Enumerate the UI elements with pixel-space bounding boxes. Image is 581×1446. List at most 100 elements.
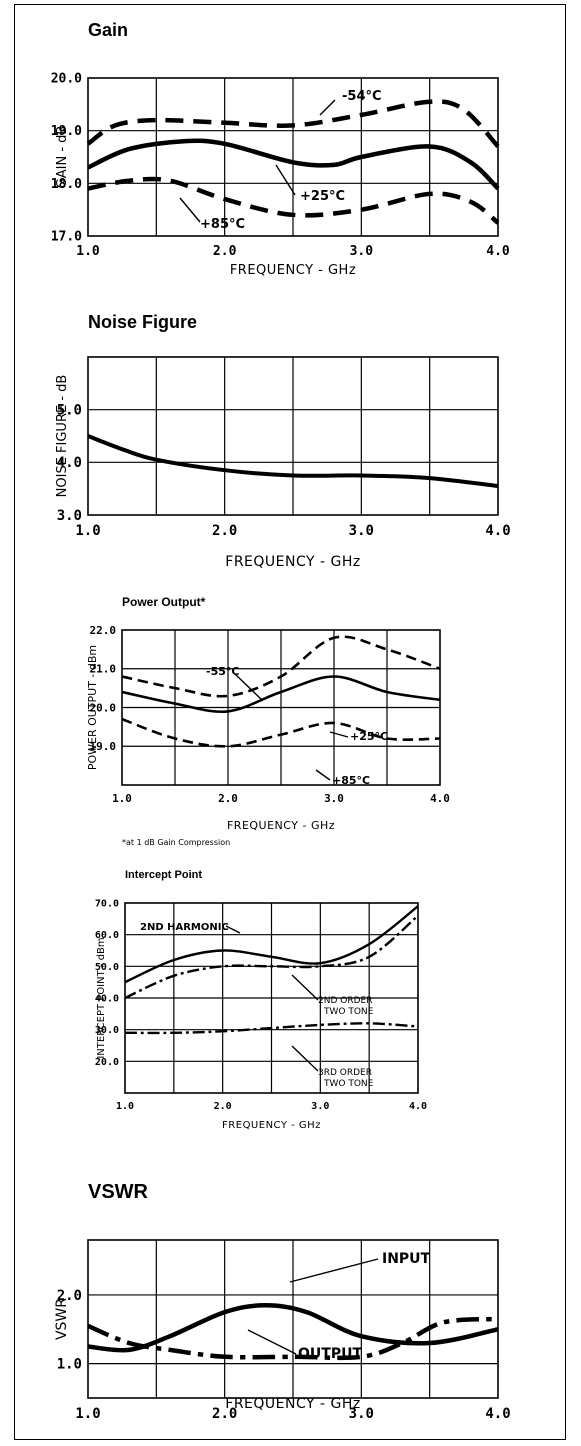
chart-title: Intercept Point xyxy=(125,869,202,881)
chart-title: Power Output* xyxy=(122,595,206,609)
chart-grid xyxy=(88,357,498,515)
series-annotation: -55°C xyxy=(206,665,239,678)
annotation-leader xyxy=(319,99,336,116)
x-tick-label: 4.0 xyxy=(485,1406,510,1422)
x-tick-label: 4.0 xyxy=(409,1101,427,1112)
series-line-0 xyxy=(121,635,441,698)
y-tick-label: 4.0 xyxy=(57,455,82,471)
x-axis-label: FREQUENCY - GHz xyxy=(225,1396,360,1412)
x-axis-label: FREQUENCY - GHz xyxy=(222,1120,321,1131)
x-tick-label: 4.0 xyxy=(486,244,510,259)
chart-0: Gain 17.0 18.0 19.0 20.0 1.0 2.0 3.0 4.0 FREQUENC… xyxy=(51,20,510,278)
x-tick-label: 2.0 xyxy=(214,1101,232,1112)
annotation-line: TWO TONE xyxy=(323,1079,374,1089)
y-tick-label: 5.0 xyxy=(57,403,82,419)
plot-frame xyxy=(87,77,499,237)
x-tick-label: 3.0 xyxy=(324,792,344,805)
x-axis-label: FREQUENCY - GHz xyxy=(227,819,335,832)
series-annotation: 2ND HARMONIC xyxy=(140,922,229,933)
annotation-leader xyxy=(247,1329,297,1355)
x-tick-label: 2.0 xyxy=(212,523,237,539)
series-line-0 xyxy=(86,99,500,149)
series-line-2 xyxy=(121,717,441,748)
y-tick-label: 30.0 xyxy=(95,1025,119,1036)
chart-1: Noise Figure 3.0 4.0 5.0 1.0 2.0 3.0 4.0 FREQUEN… xyxy=(55,312,511,570)
annotation-line: 2ND ORDER xyxy=(318,996,372,1006)
chart-grid xyxy=(88,78,498,236)
chart-title: Noise Figure xyxy=(88,312,197,332)
annotation-leader xyxy=(291,974,319,1001)
series-annotation: +85°C xyxy=(200,217,245,232)
chart-3: Intercept Point 20.0 30.0 40.0 50.0 60.0 70.0 1… xyxy=(95,869,427,1131)
x-tick-label: 3.0 xyxy=(349,523,374,539)
series-line-0 xyxy=(87,434,499,488)
series-annotation: INPUT xyxy=(382,1251,431,1267)
y-tick-label: 60.0 xyxy=(95,930,119,941)
chart-4: VSWR 1.0 2.0 1.0 2.0 3.0 4.0 FREQUENCY - GHz VSW… xyxy=(54,1181,511,1422)
y-tick-label: 17.0 xyxy=(51,230,82,245)
y-tick-label: 19.0 xyxy=(90,740,117,753)
series-annotation: OUTPUT xyxy=(298,1346,362,1362)
x-tick-label: 4.0 xyxy=(485,523,510,539)
y-tick-label: 50.0 xyxy=(95,962,119,973)
x-tick-label: 2.0 xyxy=(212,1406,237,1422)
chart-title: Gain xyxy=(88,20,128,40)
chart-footnote: *at 1 dB Gain Compression xyxy=(122,838,230,847)
annotation-leader xyxy=(291,1045,319,1072)
series-annotation: +25°C xyxy=(300,189,345,204)
x-tick-label: 3.0 xyxy=(350,244,374,259)
y-axis-label: NOISE FIGURE - dB xyxy=(55,375,70,498)
annotation-line: TWO TONE xyxy=(323,1007,374,1017)
series-annotation: +25°C xyxy=(350,730,388,743)
y-tick-label: 18.0 xyxy=(51,177,82,192)
series-annotation: 3RD ORDER TWO TONE xyxy=(318,1068,374,1089)
x-tick-label: 2.0 xyxy=(218,792,238,805)
y-axis-label: VSWR xyxy=(54,1298,70,1340)
series-line-1 xyxy=(87,1316,499,1361)
y-tick-label: 2.0 xyxy=(57,1288,82,1304)
chart-grid xyxy=(122,630,440,785)
annotation-leader xyxy=(289,1258,379,1283)
x-tick-label: 1.0 xyxy=(112,792,132,805)
series-annotation: -54°C xyxy=(342,89,382,104)
x-axis-label: FREQUENCY - GHz xyxy=(225,554,360,570)
x-tick-label: 1.0 xyxy=(75,523,100,539)
annotation-line: 3RD ORDER xyxy=(318,1068,372,1078)
x-tick-label: 3.0 xyxy=(349,1406,374,1422)
y-tick-label: 19.0 xyxy=(51,124,82,139)
series-line-2 xyxy=(87,176,500,225)
series-line-2 xyxy=(124,1022,419,1035)
y-tick-label: 20.0 xyxy=(90,701,117,714)
chart-grid xyxy=(88,1240,498,1398)
annotation-leader xyxy=(329,731,349,738)
x-tick-label: 4.0 xyxy=(430,792,450,805)
plot-frame xyxy=(121,629,441,786)
x-tick-label: 1.0 xyxy=(75,1406,100,1422)
chart-2: Power Output* 19.0 20.0 21.0 22.0 1.0 2.0 3.0 4.… xyxy=(86,595,450,847)
annotation-leader xyxy=(315,769,331,781)
y-axis-label: GAIN - dB xyxy=(55,126,70,189)
y-tick-label: 22.0 xyxy=(90,624,117,637)
series-line-1 xyxy=(121,675,441,714)
plot-frame xyxy=(87,1239,499,1399)
y-axis-label: INTERCEPT POINT - dBm xyxy=(96,937,107,1058)
y-axis-label: POWER OUTPUT - dBm xyxy=(86,645,99,770)
x-tick-label: 1.0 xyxy=(116,1101,134,1112)
y-tick-label: 70.0 xyxy=(95,899,119,910)
y-tick-label: 21.0 xyxy=(90,663,117,676)
annotation-leader xyxy=(234,673,263,701)
page-border xyxy=(14,4,566,1440)
x-axis-label: FREQUENCY - GHz xyxy=(230,263,356,278)
y-tick-label: 3.0 xyxy=(57,508,82,524)
x-tick-label: 2.0 xyxy=(213,244,237,259)
y-tick-label: 20.0 xyxy=(95,1057,119,1068)
chart-title: VSWR xyxy=(88,1181,149,1203)
y-tick-label: 20.0 xyxy=(51,72,82,87)
y-tick-label: 1.0 xyxy=(57,1357,82,1373)
series-line-1 xyxy=(87,138,500,191)
chart-grid xyxy=(125,903,418,1093)
annotation-leader xyxy=(225,925,241,934)
annotation-leader xyxy=(179,197,201,223)
x-tick-label: 1.0 xyxy=(76,244,100,259)
